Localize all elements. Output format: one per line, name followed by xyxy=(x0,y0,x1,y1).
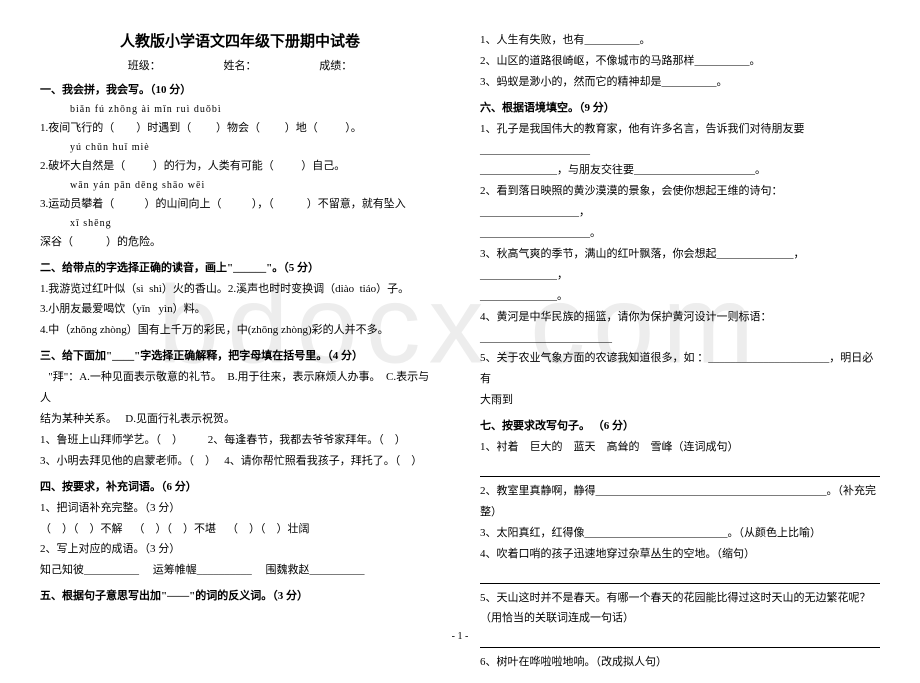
q2-3: 4.中（zhōng zhòng）国有上千万的彩民，中(zhōng zhòng)彩… xyxy=(40,320,440,341)
q6-2: 2、看到落日映照的黄沙漠漠的景象，会使你想起王维的诗句：____________… xyxy=(480,181,880,223)
meta-row: 班级： 姓名： 成绩： xyxy=(40,57,440,73)
q2-1: 1.我游览过红叶似（sì shì）火的香山。2.溪声也时时变换调（diào ti… xyxy=(40,279,440,300)
pinyin-1: biǎn fú zhōng ài mǐn ruì duǒbì xyxy=(70,101,440,118)
q5-1: 1、人生有失败，也有__________。 xyxy=(480,30,880,51)
q6-3: 3、秋高气爽的季节，满山的红叶飘落，你会想起______________，___… xyxy=(480,244,880,286)
answer-line-1 xyxy=(480,462,880,477)
q4-3: 2、写上对应的成语。（3 分） xyxy=(40,539,440,560)
page: 人教版小学语文四年级下册期中试卷 班级： 姓名： 成绩： 一、我会拼，我会写。（… xyxy=(0,0,920,683)
q6-1b: ______________，与朋友交往要___________________… xyxy=(480,160,880,181)
q5-2: 2、山区的道路很崎岖，不像城市的马路那样__________。 xyxy=(480,51,880,72)
q3-def2: 结为某种关系。 D.见面行礼表示祝贺。 xyxy=(40,409,440,430)
q7-2: 2、教室里真静啊，静得_____________________________… xyxy=(480,481,880,502)
section-7: 七、按要求改写句子。 （6 分） xyxy=(480,417,880,433)
q6-5b: 大雨到 xyxy=(480,390,880,411)
section-5: 五、根据句子意思写出加"——"的词的反义词。（3 分） xyxy=(40,587,440,603)
q6-2b: ____________________。 xyxy=(480,223,880,244)
right-column: 1、人生有失败，也有__________。 2、山区的道路很崎岖，不像城市的马路… xyxy=(480,30,880,673)
q7-5: 5、天山这时并不是春天。有哪一个春天的花园能比得过这时天山的无边繁花呢？ xyxy=(480,588,880,609)
q1-3b: 深谷（ ）的危险。 xyxy=(40,232,440,253)
section-3: 三、给下面加"____"字选择正确解释，把字母填在括号里。（4 分） xyxy=(40,347,440,363)
q3-2: 3、小明去拜见他的启蒙老师。（ ） 4、请你帮忙照看我孩子，拜托了。（ ） xyxy=(40,451,440,472)
q4-1: 1、把词语补充完整。（3 分） xyxy=(40,498,440,519)
pinyin-4: xī shēng xyxy=(70,215,440,232)
q7-6: 6、树叶在哗啦啦地响。（改成拟人句） xyxy=(480,652,880,673)
q7-3: 3、太阳真红，红得像__________________________。（从颜… xyxy=(480,523,880,544)
q6-4: 4、黄河是中华民族的摇篮，请你为保护黄河设计一则标语：_____________… xyxy=(480,307,880,349)
q6-3b: ______________。 xyxy=(480,286,880,307)
exam-title: 人教版小学语文四年级下册期中试卷 xyxy=(40,30,440,51)
q4-2: （ ）（ ）不解 （ ）（ ）不堪 （ ）（ ）壮阔 xyxy=(40,519,440,540)
q6-1: 1、孔子是我国伟大的教育家，他有许多名言，告诉我们对待朋友要__________… xyxy=(480,119,880,161)
q3-1: 1、鲁班上山拜师学艺。（ ） 2、每逢春节，我都去爷爷家拜年。（ ） xyxy=(40,430,440,451)
q1-1: 1.夜间飞行的（ ）时遇到（ ）物会（ ）地（ ）。 xyxy=(40,118,440,139)
q7-2b: 整） xyxy=(480,502,880,523)
q1-2: 2.破坏大自然是（ ）的行为，人类有可能（ ）自己。 xyxy=(40,156,440,177)
q3-def: "拜"：A.一种见面表示敬意的礼节。 B.用于往来，表示麻烦人办事。 C.表示与… xyxy=(40,367,440,409)
pinyin-3: wān yán pān dēng shāo wēi xyxy=(70,177,440,194)
answer-line-2 xyxy=(480,569,880,584)
class-label: 班级： xyxy=(128,60,161,72)
q2-2: 3.小朋友最爱喝饮（yǐn yìn）料。 xyxy=(40,299,440,320)
q5-3: 3、蚂蚁是渺小的，然而它的精神却是__________。 xyxy=(480,72,880,93)
pinyin-2: yú chǔn huǐ miè xyxy=(70,139,440,156)
left-column: 人教版小学语文四年级下册期中试卷 班级： 姓名： 成绩： 一、我会拼，我会写。（… xyxy=(40,30,440,673)
name-label: 姓名： xyxy=(224,60,257,72)
q7-4: 4、吹着口哨的孩子迅速地穿过杂草丛生的空地。（缩句） xyxy=(480,544,880,565)
section-6: 六、根据语境填空。（9 分） xyxy=(480,99,880,115)
q6-5: 5、关于农业气象方面的农谚我知道很多，如 ：__________________… xyxy=(480,348,880,390)
score-label: 成绩： xyxy=(319,60,352,72)
q7-1: 1、衬着 巨大的 蓝天 高耸的 雪峰（连词成句） xyxy=(480,437,880,458)
section-1: 一、我会拼，我会写。（10 分） xyxy=(40,81,440,97)
q1-3a: 3.运动员攀着（ ）的山间向上（ ），（ ）不留意，就有坠入 xyxy=(40,194,440,215)
q7-5b: （用恰当的关联词连成一句话） xyxy=(480,608,880,629)
q4-4: 知己知彼__________ 运筹帷幄__________ 围魏救赵______… xyxy=(40,560,440,581)
answer-line-3 xyxy=(480,633,880,648)
section-2: 二、给带点的字选择正确的读音，画上"______"。（5 分） xyxy=(40,259,440,275)
section-4: 四、按要求，补充词语。（6 分） xyxy=(40,478,440,494)
